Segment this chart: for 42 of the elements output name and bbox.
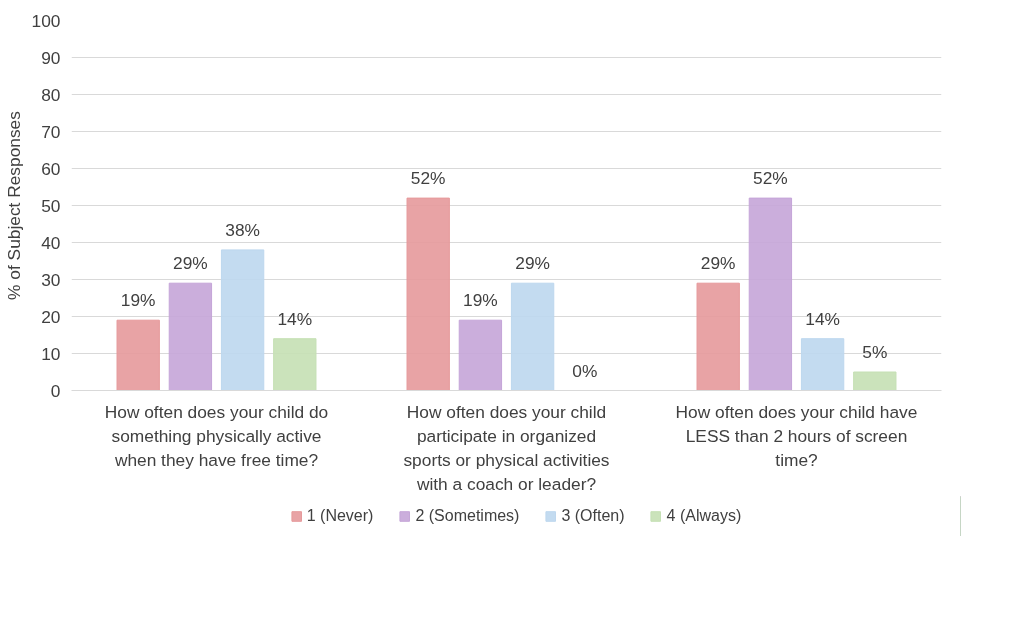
x-tick-label: How often does your child have LESS than 2 hours of screen time? xyxy=(675,401,918,470)
data-label: 0% xyxy=(572,360,598,381)
y-tick-label: 0 xyxy=(50,380,61,401)
legend-label: 2 (Sometimes) xyxy=(415,507,520,525)
bar xyxy=(406,197,450,391)
data-label: 29% xyxy=(173,253,208,274)
data-label: 19% xyxy=(120,290,156,311)
y-tick-label: 10 xyxy=(41,343,61,364)
data-label: 52% xyxy=(410,168,446,189)
legend-label: 1 (Never) xyxy=(306,507,374,525)
bar xyxy=(458,319,503,391)
bar xyxy=(116,319,160,391)
y-tick-label: 80 xyxy=(41,84,61,105)
bar xyxy=(696,282,740,391)
data-label: 19% xyxy=(463,290,498,311)
y-axis-title: % of Subject Responses xyxy=(3,110,24,300)
bar xyxy=(748,197,793,391)
bar xyxy=(220,249,265,391)
data-label: 38% xyxy=(225,219,260,240)
x-tick-label: How often does your child participate in organized sports or physical activities with a coach or leader? xyxy=(403,401,610,494)
y-tick-label: 100 xyxy=(31,10,61,31)
y-tick-label: 20 xyxy=(41,306,61,327)
data-label: 14% xyxy=(277,308,313,329)
data-label: 29% xyxy=(515,253,550,274)
data-label: 29% xyxy=(700,253,736,274)
data-label: 52% xyxy=(753,168,788,189)
bar xyxy=(800,338,845,391)
data-label: 5% xyxy=(862,342,888,362)
y-tick-label: 50 xyxy=(41,195,61,216)
legend-label: 4 (Always) xyxy=(666,507,742,525)
y-tick-label: 90 xyxy=(41,47,61,68)
legend-label: 3 (Often) xyxy=(561,507,625,525)
y-tick-label: 30 xyxy=(41,269,61,290)
bar xyxy=(853,371,897,391)
bar xyxy=(273,338,317,391)
y-tick-label: 60 xyxy=(41,158,61,179)
y-tick-label: 40 xyxy=(41,232,61,253)
x-tick-label: How often does your child do something physically active when they have free time? xyxy=(104,401,329,470)
bar xyxy=(510,282,555,391)
bar xyxy=(168,282,213,391)
data-label: 14% xyxy=(805,308,840,329)
y-tick-label: 70 xyxy=(41,121,61,142)
